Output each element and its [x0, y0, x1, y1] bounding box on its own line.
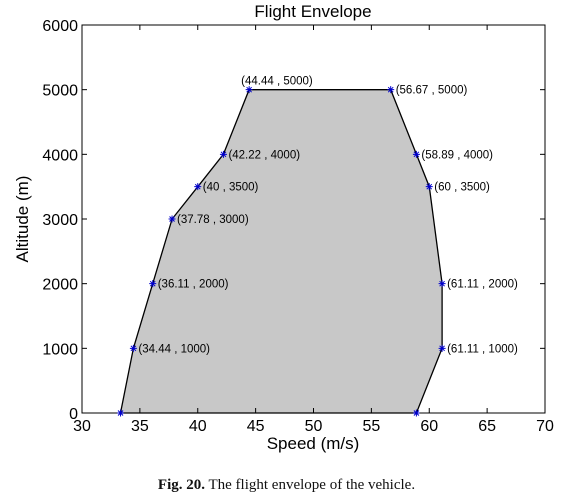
- data-point-marker: [129, 344, 137, 352]
- x-tick-label: 65: [478, 418, 496, 435]
- data-point-marker: [117, 409, 125, 417]
- data-point-marker: [245, 86, 253, 94]
- y-axis-label: Altitude (m): [13, 176, 32, 263]
- x-tick-label: 40: [189, 418, 207, 435]
- data-point-marker: [219, 150, 227, 158]
- figure-number: Fig. 20.: [157, 477, 205, 493]
- data-point-label: (56.67 , 5000): [396, 85, 468, 97]
- data-point-marker: [412, 150, 420, 158]
- data-point-marker: [149, 280, 157, 288]
- data-point-marker: [194, 183, 202, 191]
- figure-caption: Fig. 20. The flight envelope of the vehi…: [0, 477, 573, 494]
- y-tick-label: 1000: [42, 341, 78, 358]
- data-point-marker: [438, 280, 446, 288]
- data-point-label: (34.44 , 1000): [138, 343, 210, 355]
- data-point-marker: [412, 409, 420, 417]
- y-tick-label: 2000: [42, 277, 78, 294]
- flight-envelope-chart: 30 35 40 45 50 55 60 65 70 0 1000 2000 3000 4000 5000 6…: [13, 2, 554, 453]
- data-point-label: (61.11 , 2000): [447, 279, 518, 291]
- x-tick-label: 45: [247, 418, 265, 435]
- data-point-label: (36.11 , 2000): [158, 279, 229, 291]
- y-tick-label: 4000: [42, 147, 78, 164]
- x-tick-label: 35: [131, 418, 149, 435]
- x-tick-label: 30: [73, 418, 91, 435]
- chart-title: Flight Envelope: [254, 2, 371, 21]
- data-point-marker: [168, 215, 176, 223]
- data-point-marker: [425, 183, 433, 191]
- data-point-label: (37.78 , 3000): [177, 214, 249, 226]
- data-point-label: (61.11 , 1000): [447, 343, 518, 355]
- data-point-label: (40 , 3500): [203, 182, 259, 194]
- plot-area: 30 35 40 45 50 55 60 65 70 0 1000 2000 3000 4000 5000 6…: [42, 18, 554, 435]
- y-tick-label: 0: [69, 406, 78, 423]
- data-point-label: (44.44 , 5000): [241, 76, 313, 88]
- data-point-marker: [387, 86, 395, 94]
- envelope-area: [119, 89, 443, 414]
- data-point-label: (58.89 , 4000): [421, 149, 493, 161]
- data-point-marker: [438, 344, 446, 352]
- data-point-label: (42.22 , 4000): [228, 149, 300, 161]
- x-tick-label: 50: [305, 418, 323, 435]
- x-tick-label: 70: [536, 418, 554, 435]
- y-tick-label: 6000: [42, 18, 78, 35]
- y-tick-label: 5000: [42, 83, 78, 100]
- x-tick-label: 55: [362, 418, 380, 435]
- caption-text: The flight envelope of the vehicle.: [208, 477, 416, 493]
- x-axis-label: Speed (m/s): [267, 434, 360, 453]
- y-tick-label: 3000: [42, 212, 78, 229]
- x-tick-label: 60: [420, 418, 438, 435]
- data-point-label: (60 , 3500): [434, 182, 490, 194]
